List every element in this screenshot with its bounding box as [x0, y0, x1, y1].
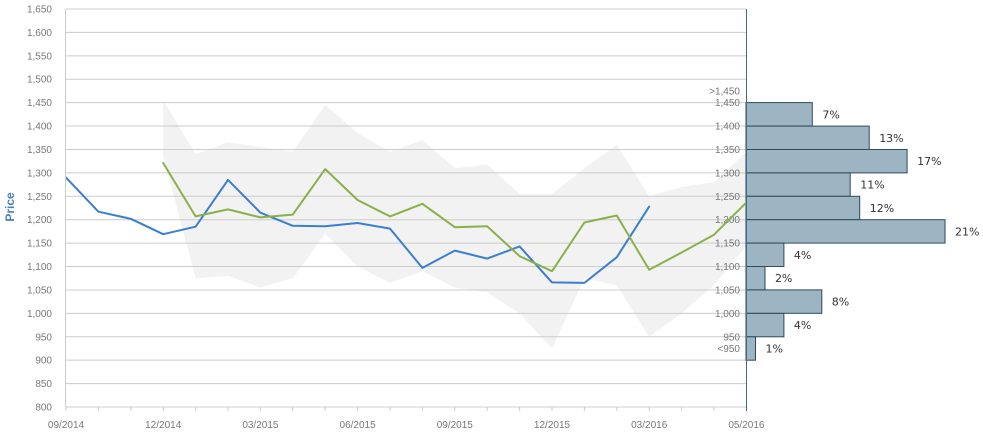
histogram-bar-label: 8%: [832, 296, 849, 309]
histogram-bar-label: 7%: [822, 108, 839, 121]
y-axis-label: Price: [3, 192, 17, 222]
y-tick-label: 1,150: [27, 239, 52, 250]
histogram-bar: [745, 149, 908, 174]
bin-edge-label: 1,050: [715, 285, 740, 296]
x-tick-label: 12/2015: [534, 420, 571, 431]
y-tick-label: 1,550: [27, 51, 52, 62]
y-tick-label: 1,350: [27, 145, 52, 156]
bin-edge-label: 1,350: [715, 145, 740, 156]
bin-edge-label: 1,150: [715, 239, 740, 250]
y-tick-label: 1,300: [27, 168, 52, 179]
y-tick-label: 1,100: [27, 262, 52, 273]
histogram-bar-label: 1%: [765, 342, 782, 355]
y-tick-label: 1,600: [27, 28, 52, 39]
series-line-1: [65, 176, 651, 284]
y-tick-label: 1,000: [27, 309, 52, 320]
x-tick-label: 06/2015: [340, 420, 377, 431]
bin-edge-label: 1,000: [715, 309, 740, 320]
y-tick-label: 800: [35, 403, 52, 414]
y-tick-label: 1,050: [27, 285, 52, 296]
histogram-bar: [745, 336, 756, 361]
bin-edge-label: 1,300: [715, 168, 740, 179]
bin-edge-label: 1,250: [715, 192, 740, 203]
range-band: [163, 100, 747, 349]
series-lines: [65, 162, 748, 284]
histogram-bar: [745, 102, 813, 127]
x-tick-label: 03/2016: [631, 420, 668, 431]
y-tick-label: 1,650: [27, 5, 52, 16]
y-tick-label: 1,450: [27, 98, 52, 109]
histogram-bar-label: 21%: [955, 225, 979, 238]
band-area: [163, 100, 747, 349]
y-tick-label: 1,200: [27, 215, 52, 226]
histogram-bar: [745, 219, 946, 244]
histogram-bar: [745, 195, 861, 221]
x-tick-label: 03/2015: [242, 420, 279, 431]
bin-edge-label: <950: [717, 344, 740, 355]
histogram-bar: [745, 312, 785, 338]
y-tick-label: 950: [35, 332, 52, 343]
axes: 800 850 900 950 1,000 1,050 1,100 1,150 1,200 1,2…: [27, 5, 765, 432]
histogram-bar-label: 2%: [775, 272, 792, 285]
bin-edge-label: 950: [723, 332, 740, 343]
y-tick-label: 850: [35, 379, 52, 390]
bin-edge-label: >1,450: [709, 86, 740, 97]
histogram-bar-label: 4%: [794, 249, 811, 262]
histogram-bar-label: 4%: [794, 319, 811, 332]
bin-edge-label: 1,100: [715, 262, 740, 273]
histogram-bar-label: 17%: [917, 155, 941, 168]
histogram-bar-label: 13%: [879, 132, 903, 145]
bin-edge-label: 1,450: [715, 98, 740, 109]
histogram-bar: [745, 125, 870, 150]
histogram-bar-label: 11%: [860, 179, 884, 192]
gridlines: [66, 8, 746, 408]
y-tick-label: 1,500: [27, 75, 52, 86]
y-tick-label: 1,400: [27, 122, 52, 133]
histogram-bar: [745, 266, 766, 291]
y-tick-label: 1,250: [27, 192, 52, 203]
x-tick-label: 05/2016: [728, 420, 765, 431]
histogram-bar: [745, 172, 851, 197]
x-tick-label: 12/2014: [145, 420, 182, 431]
distribution-histogram: >1,4501,4501,4001,3501,3001,2501,2001,15…: [709, 86, 979, 361]
bin-edge-label: 1,400: [715, 122, 740, 133]
histogram-bar: [745, 289, 823, 314]
histogram-bar-label: 12%: [870, 202, 894, 215]
series-line-2: [162, 162, 748, 273]
x-tick-label: 09/2015: [437, 420, 474, 431]
y-tick-label: 900: [35, 356, 52, 367]
x-tick-label: 09/2014: [48, 420, 85, 431]
histogram-bar: [745, 242, 785, 268]
